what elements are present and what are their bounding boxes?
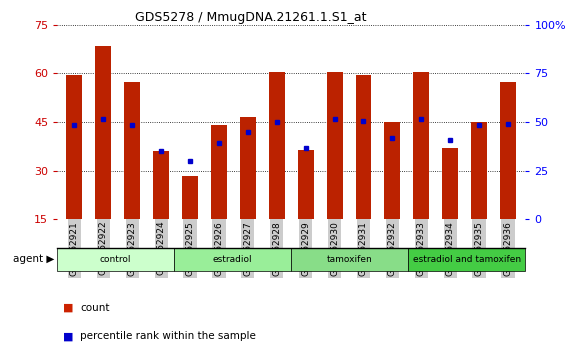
Bar <box>327 72 343 219</box>
Bar <box>500 81 516 219</box>
Text: estradiol: estradiol <box>213 255 252 264</box>
Bar <box>95 46 111 219</box>
Text: agent ▶: agent ▶ <box>13 254 54 264</box>
Bar <box>356 75 371 219</box>
Text: control: control <box>100 255 131 264</box>
Bar <box>66 75 82 219</box>
Bar <box>153 152 169 219</box>
Bar <box>124 81 140 219</box>
Bar <box>471 122 487 219</box>
Bar <box>211 125 227 219</box>
Bar <box>384 122 400 219</box>
Text: percentile rank within the sample: percentile rank within the sample <box>80 331 256 341</box>
Bar <box>182 176 198 219</box>
Text: estradiol and tamoxifen: estradiol and tamoxifen <box>413 255 521 264</box>
Bar <box>240 117 256 219</box>
Text: GDS5278 / MmugDNA.21261.1.S1_at: GDS5278 / MmugDNA.21261.1.S1_at <box>135 11 367 24</box>
Bar <box>297 150 313 219</box>
Bar <box>269 72 285 219</box>
Text: count: count <box>80 303 110 313</box>
Text: tamoxifen: tamoxifen <box>327 255 373 264</box>
Bar <box>442 148 458 219</box>
Text: ■: ■ <box>63 303 73 313</box>
Bar <box>413 72 429 219</box>
Text: ■: ■ <box>63 331 73 341</box>
